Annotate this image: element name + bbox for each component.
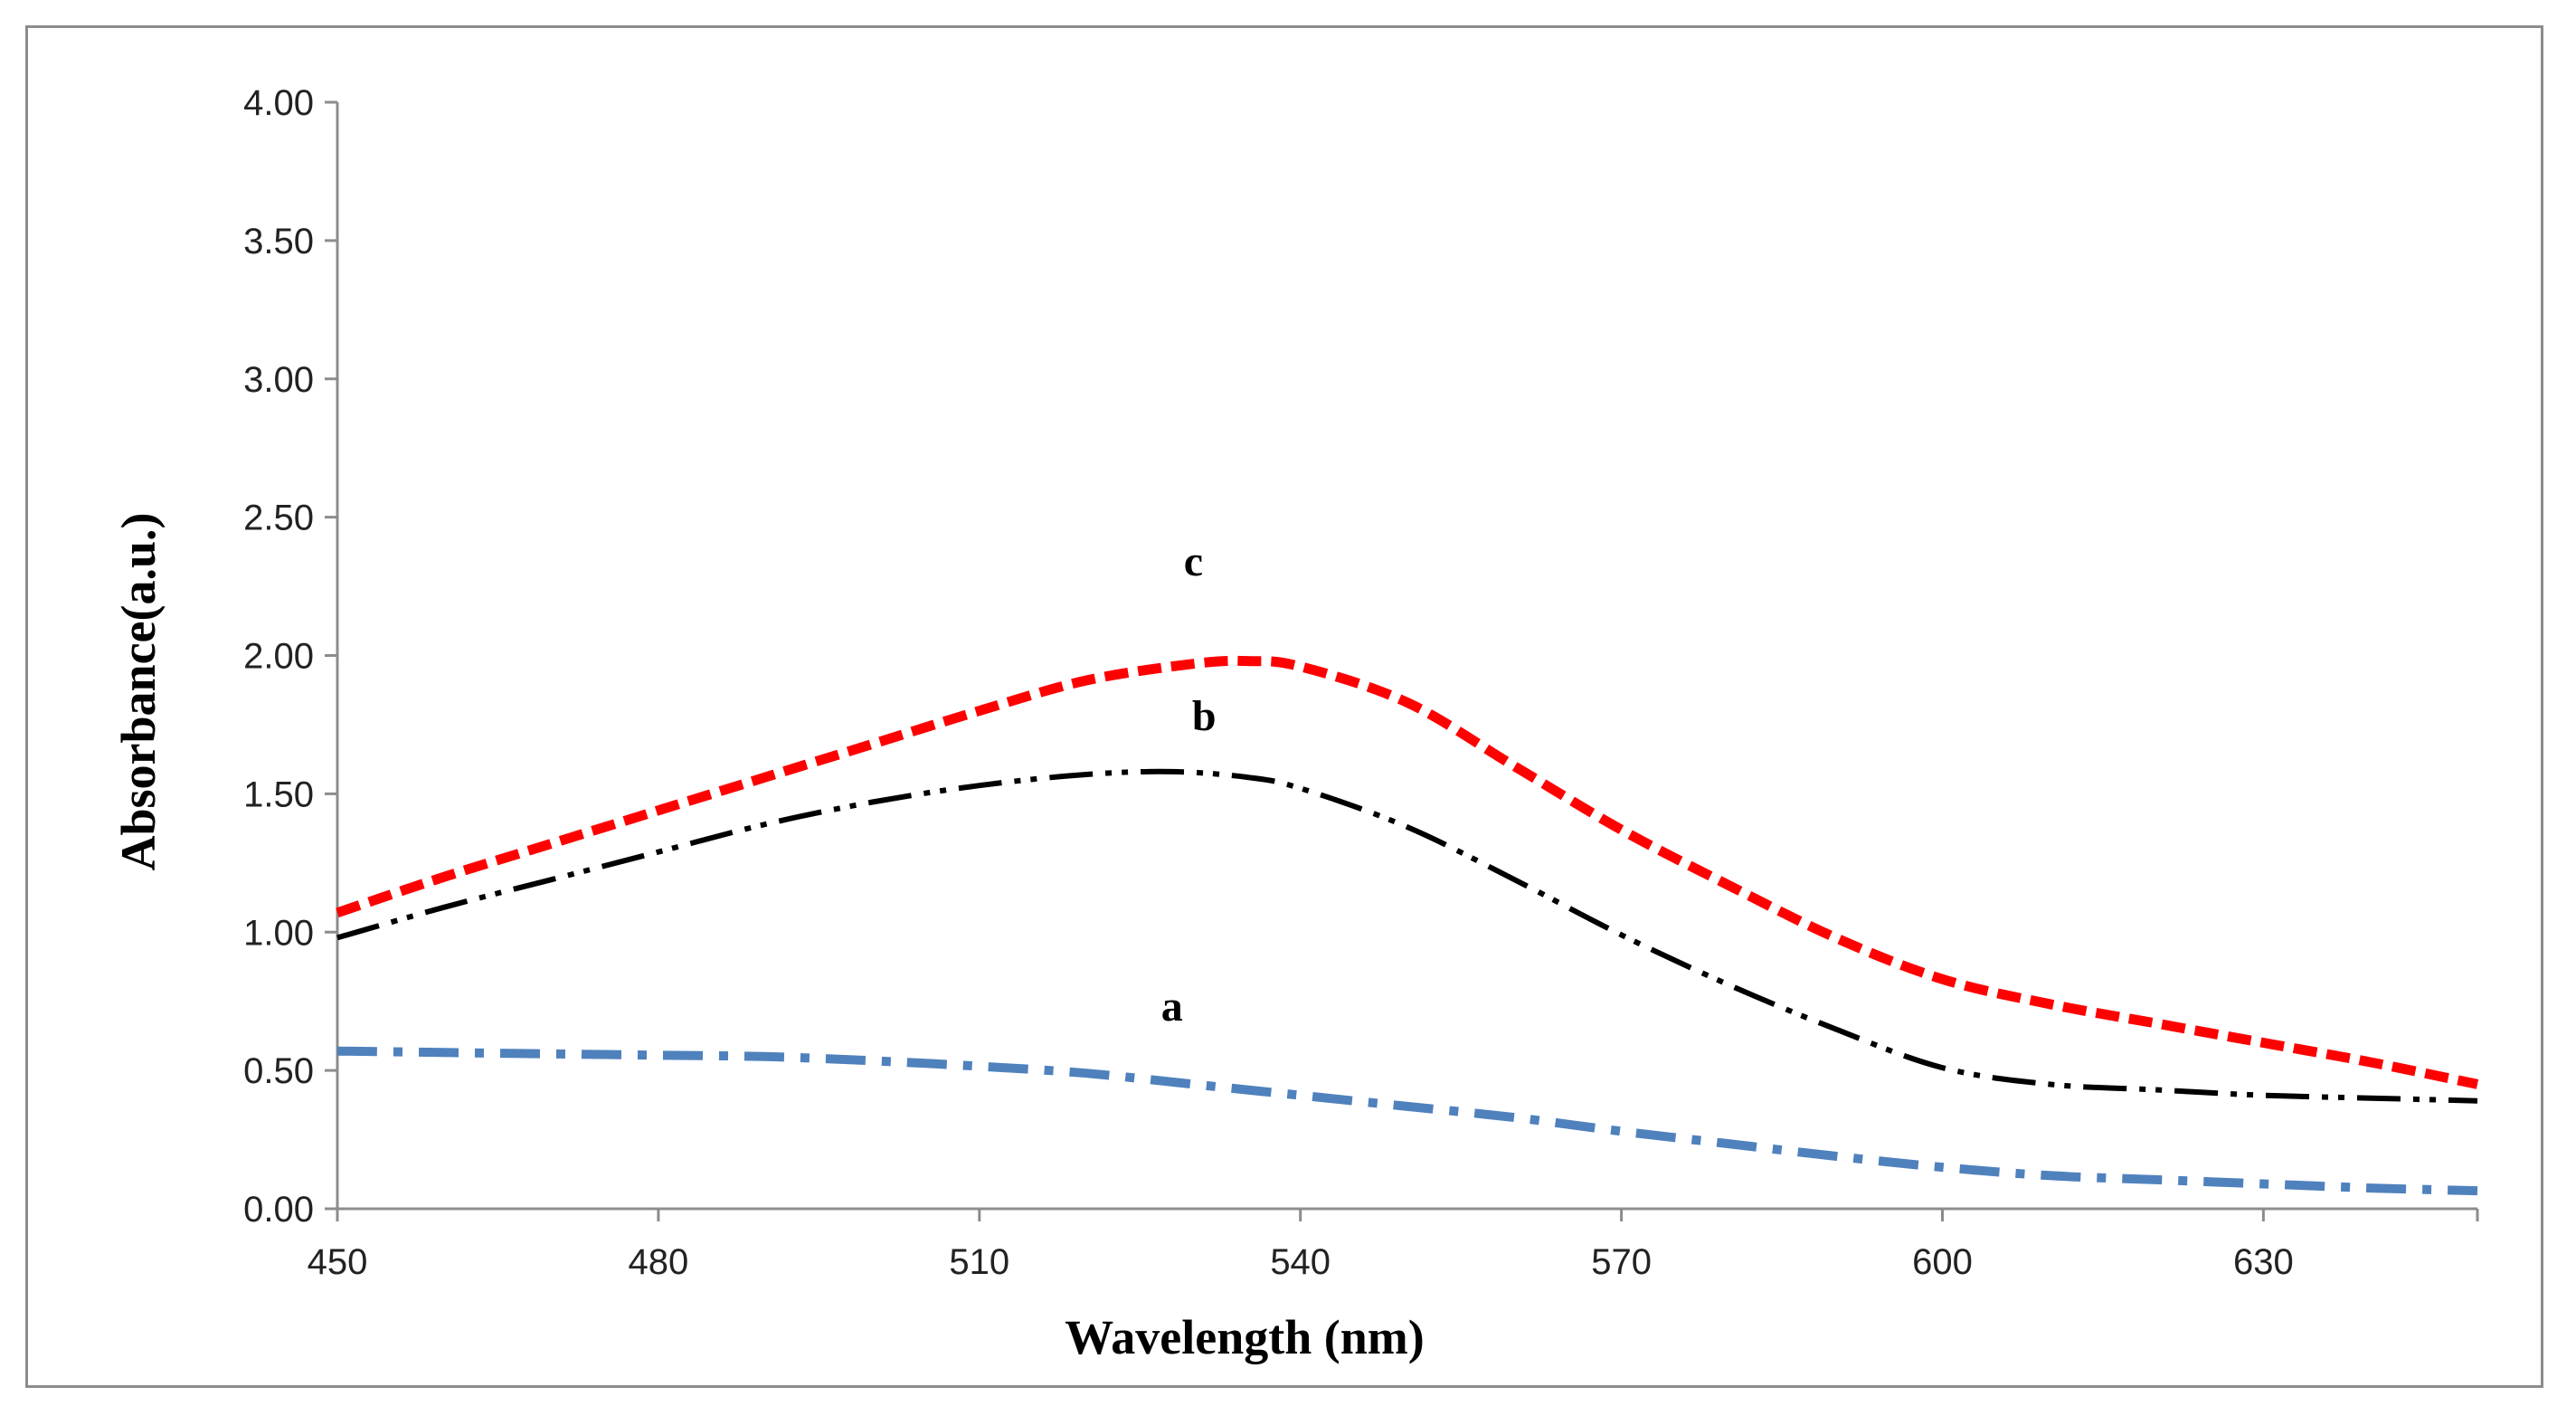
x-tick-label: 450 xyxy=(308,1242,368,1282)
y-tick-label: 3.50 xyxy=(243,222,314,261)
x-axis-title: Wavelength (nm) xyxy=(1065,1310,1425,1364)
absorbance-chart: 0.00 0.50 1.00 1.50 2.00 2.50 3.00 3.50 4.00 450 4… xyxy=(111,83,2479,1364)
x-tick-label: 510 xyxy=(949,1242,1009,1282)
series-lines xyxy=(336,655,2479,1196)
y-tick-label: 1.50 xyxy=(243,774,314,814)
chart-frame: 0.00 0.50 1.00 1.50 2.00 2.50 3.00 3.50 4.00 450 4… xyxy=(25,25,2543,1388)
y-tick-label: 0.50 xyxy=(243,1051,314,1091)
axes: 0.00 0.50 1.00 1.50 2.00 2.50 3.00 3.50 4.00 450 4… xyxy=(243,83,2479,1282)
series-label-b: b xyxy=(1192,692,1217,740)
x-tick-label: 570 xyxy=(1591,1242,1652,1282)
y-tick-label: 2.00 xyxy=(243,637,314,677)
series-label-a: a xyxy=(1161,983,1183,1031)
labels: Wavelength (nm) Absorbance(a.u.) a b c xyxy=(111,512,1425,1364)
x-tick-label: 630 xyxy=(2233,1242,2294,1282)
series-line-b xyxy=(336,768,2478,1104)
y-tick-label: 1.00 xyxy=(243,913,314,953)
y-tick-label: 3.00 xyxy=(243,360,314,400)
series-line-c xyxy=(336,655,2479,1089)
series-line-a xyxy=(336,1046,2478,1196)
x-tick-label: 540 xyxy=(1270,1242,1331,1282)
y-axis-title: Absorbance(a.u.) xyxy=(111,512,166,870)
x-tick-label: 600 xyxy=(1912,1242,1973,1282)
y-tick-label: 4.00 xyxy=(243,83,314,123)
y-tick-label: 2.50 xyxy=(243,499,314,538)
x-tick-label: 480 xyxy=(629,1242,689,1282)
series-label-c: c xyxy=(1184,537,1203,585)
y-tick-label: 0.00 xyxy=(243,1190,314,1230)
